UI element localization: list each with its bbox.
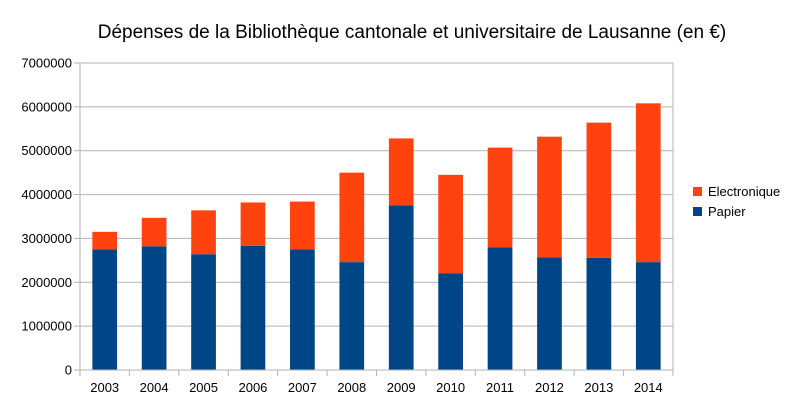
legend-label-papier: Papier xyxy=(708,204,746,219)
bar-electronique-2003 xyxy=(92,231,118,250)
y-tick-label: 6000000 xyxy=(21,99,72,114)
legend-swatch-papier xyxy=(693,207,702,216)
bar-papier-2010 xyxy=(438,273,463,370)
x-tick-label: 2004 xyxy=(140,380,169,395)
bar-electronique-2011 xyxy=(487,147,513,248)
bar-papier-2004 xyxy=(141,246,167,370)
gridlines xyxy=(80,62,673,371)
bar-electronique-2007 xyxy=(290,201,315,250)
y-tick-label: 7000000 xyxy=(21,56,72,71)
x-tick-label: 2003 xyxy=(90,380,119,395)
bar-electronique-2008 xyxy=(339,172,365,263)
legend-swatch-electronique xyxy=(693,187,702,196)
bars xyxy=(92,103,661,370)
bar-electronique-2006 xyxy=(240,202,266,246)
x-tick-label: 2013 xyxy=(584,380,613,395)
x-tick-label: 2008 xyxy=(337,380,366,395)
bar-papier-2003 xyxy=(92,249,118,370)
bar-electronique-2010 xyxy=(438,174,463,274)
bar-papier-2008 xyxy=(339,262,365,370)
bar-papier-2007 xyxy=(290,249,315,370)
bar-papier-2013 xyxy=(586,257,612,370)
bar-papier-2009 xyxy=(388,205,414,370)
bar-papier-2014 xyxy=(635,262,661,370)
x-tick-label: 2012 xyxy=(535,380,564,395)
bar-papier-2006 xyxy=(240,245,266,370)
y-tick-label: 2000000 xyxy=(21,275,72,290)
y-tick-label: 3000000 xyxy=(21,231,72,246)
x-tick-label: 2011 xyxy=(486,380,514,395)
x-tick-label: 2009 xyxy=(387,380,416,395)
y-tick-label: 5000000 xyxy=(21,143,72,158)
x-tick-label: 2007 xyxy=(288,380,317,395)
bar-electronique-2005 xyxy=(191,210,216,255)
legend-label-electronique: Electronique xyxy=(708,184,780,199)
bar-electronique-2013 xyxy=(586,122,612,258)
y-tick-label: 4000000 xyxy=(21,187,72,202)
x-tick-label: 2010 xyxy=(436,380,465,395)
axes: 0 1000000 2000000 3000000 4000000 5000000 6000… xyxy=(21,56,674,395)
x-tick-label: 2005 xyxy=(189,380,218,395)
bar-papier-2011 xyxy=(487,247,513,370)
bar-papier-2005 xyxy=(191,254,216,370)
x-tick-label: 2006 xyxy=(238,380,267,395)
bar-electronique-2009 xyxy=(388,138,414,206)
bar-papier-2012 xyxy=(537,257,562,370)
y-tick-label: 1000000 xyxy=(21,319,72,334)
bar-electronique-2014 xyxy=(635,103,661,263)
bar-electronique-2004 xyxy=(141,217,167,247)
y-tick-label: 0 xyxy=(65,363,72,378)
chart-title: Dépenses de la Bibliothèque cantonale et… xyxy=(98,22,726,43)
legend: Electronique Papier xyxy=(693,184,780,219)
x-tick-label: 2014 xyxy=(634,380,663,395)
bar-electronique-2012 xyxy=(537,136,562,258)
